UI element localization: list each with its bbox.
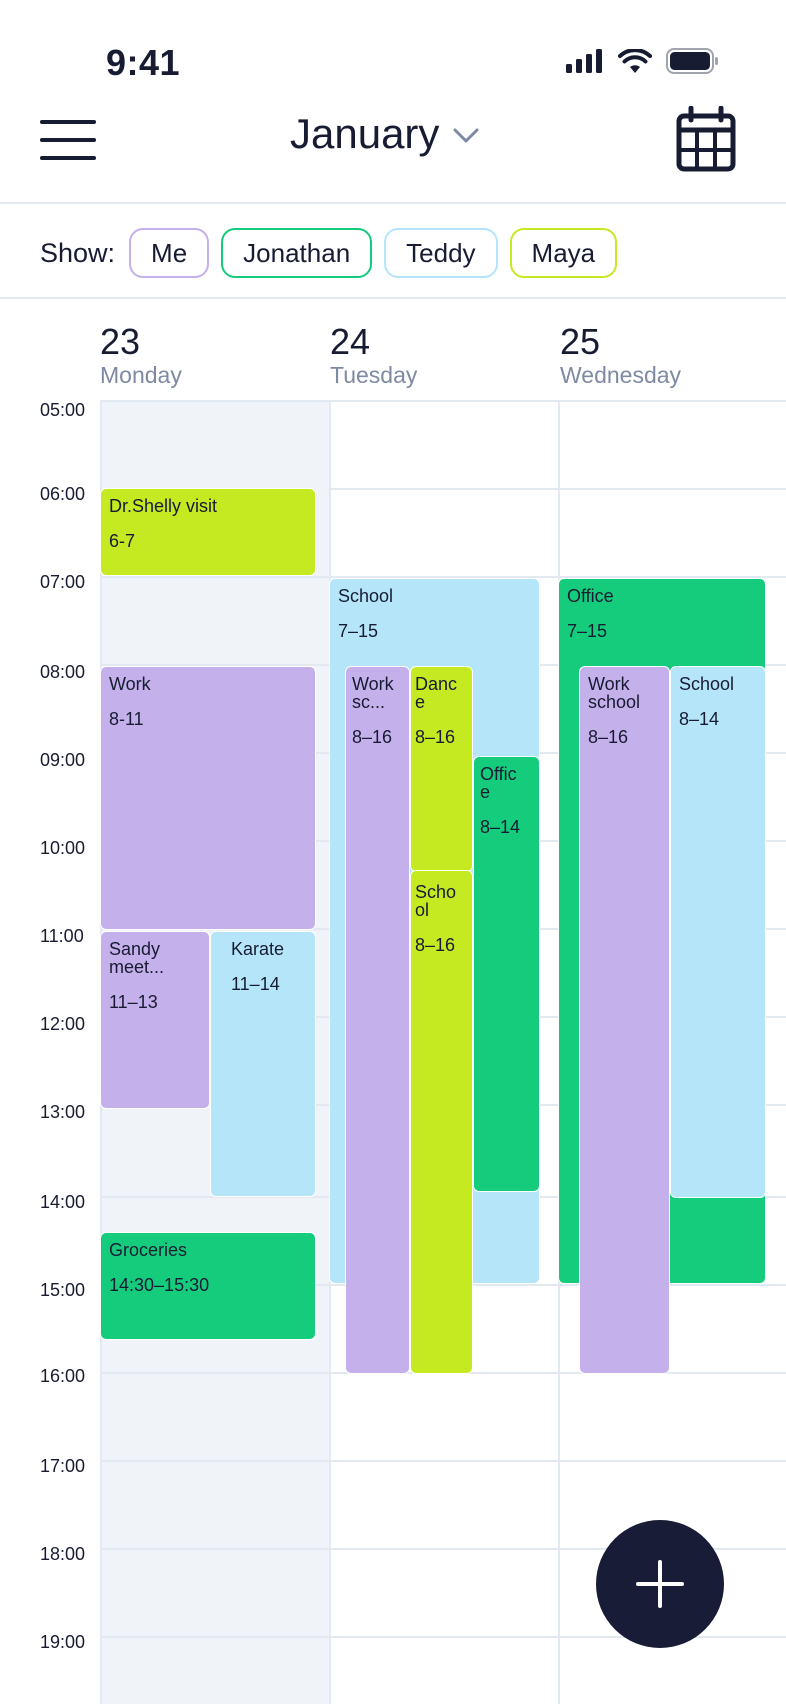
day-number: 25	[560, 321, 601, 362]
event-title: Groceries	[109, 1240, 188, 1260]
chip-label: Teddy	[406, 237, 476, 268]
event-title: Dr.Shelly visit	[109, 496, 218, 516]
hour-label: 14:00	[40, 1192, 86, 1212]
event-title: Karate	[231, 939, 285, 959]
event-time: 6-7	[109, 531, 136, 551]
event-time: 11–13	[109, 992, 158, 1012]
calendar-grid[interactable]: Dr.Shelly visit 6-7 Work 8-11 Sandy meet…	[100, 400, 786, 1704]
hour-label: 15:00	[40, 1280, 86, 1300]
hour-label: 10:00	[40, 838, 86, 858]
event-work-school-wednesday[interactable]: Work school 8–16	[579, 666, 670, 1374]
add-event-button[interactable]	[596, 1520, 724, 1648]
header-divider	[0, 202, 786, 204]
grid-hline	[100, 1460, 786, 1462]
hour-label: 18:00	[40, 1544, 86, 1564]
filter-chip-maya[interactable]: Maya	[509, 228, 618, 278]
event-time: 8–14	[480, 817, 521, 837]
hour-label: 08:00	[40, 662, 86, 682]
event-title: School	[338, 586, 394, 606]
event-title: Danc e	[415, 674, 458, 712]
calendar-icon	[676, 105, 736, 172]
chip-label: Jonathan	[243, 237, 351, 268]
event-time: 7–15	[338, 621, 379, 641]
calendar-view-button[interactable]	[676, 105, 736, 177]
event-time: 8–14	[679, 709, 720, 729]
event-title: School	[679, 674, 735, 694]
event-time: 14:30–15:30	[109, 1275, 210, 1295]
month-label: January	[290, 110, 440, 157]
day-header-tuesday[interactable]: 24 Tuesday	[330, 322, 417, 389]
filter-chip-teddy[interactable]: Teddy	[384, 228, 498, 278]
hour-label: 11:00	[40, 926, 84, 946]
hour-label: 05:00	[40, 400, 86, 420]
grid-hline	[330, 488, 786, 490]
hour-label: 07:00	[40, 572, 86, 592]
event-title: Work sc...	[352, 674, 394, 712]
event-title: Work school	[588, 674, 641, 712]
filter-label: Show:	[40, 237, 116, 268]
chip-label: Me	[151, 237, 188, 268]
event-time: 8–16	[352, 727, 393, 747]
day-number: 23	[100, 321, 141, 362]
chip-label: Maya	[531, 237, 596, 268]
event-time: 8-11	[109, 709, 144, 729]
event-office-tuesday[interactable]: Offic e 8–14	[473, 756, 540, 1192]
month-selector[interactable]: January	[290, 110, 479, 158]
day-name: Monday	[100, 362, 182, 388]
event-time: 8–16	[415, 935, 456, 955]
hour-label: 16:00	[40, 1366, 86, 1386]
day-header-wednesday[interactable]: 25 Wednesday	[560, 322, 681, 389]
event-sandy-meet[interactable]: Sandy meet... 11–13	[100, 931, 210, 1109]
event-school-wednesday[interactable]: School 8–14	[670, 666, 766, 1198]
event-time: 8–16	[588, 727, 629, 747]
filter-bar: Show: Me Jonathan Teddy Maya	[40, 228, 618, 278]
event-title: Offic e	[480, 764, 517, 802]
event-title: Scho ol	[415, 882, 457, 920]
event-karate[interactable]: Karate 11–14	[210, 931, 316, 1197]
hour-label: 09:00	[40, 750, 86, 770]
event-time: 11–14	[231, 974, 280, 994]
filter-chip-me[interactable]: Me	[129, 228, 210, 278]
plus-icon	[636, 1560, 684, 1608]
menu-button[interactable]	[40, 118, 98, 162]
hamburger-icon-line	[40, 156, 96, 160]
hour-label: 13:00	[40, 1102, 86, 1122]
event-title: Sandy meet...	[109, 939, 165, 977]
hour-label: 19:00	[40, 1632, 86, 1652]
wifi-icon	[618, 48, 652, 73]
filter-divider	[0, 297, 786, 299]
event-time: 8–16	[415, 727, 456, 747]
event-work[interactable]: Work 8-11	[100, 666, 316, 930]
battery-icon	[666, 48, 718, 74]
event-groceries[interactable]: Groceries 14:30–15:30	[100, 1232, 316, 1340]
hamburger-icon-line	[40, 120, 96, 124]
event-title: Work	[109, 674, 151, 694]
hour-label: 06:00	[40, 484, 86, 504]
event-dance[interactable]: Danc e 8–16	[410, 666, 473, 872]
event-school-maya[interactable]: Scho ol 8–16	[410, 870, 473, 1374]
hamburger-icon-line	[40, 138, 96, 142]
hour-label: 17:00	[40, 1456, 86, 1476]
hour-label: 12:00	[40, 1014, 86, 1034]
chevron-down-icon	[453, 128, 479, 143]
event-time: 7–15	[567, 621, 608, 641]
grid-hline	[100, 576, 786, 578]
status-time: 9:41	[106, 42, 181, 83]
event-work-school-tuesday[interactable]: Work sc... 8–16	[345, 666, 410, 1374]
day-number: 24	[330, 321, 371, 362]
filter-chip-jonathan[interactable]: Jonathan	[221, 228, 373, 278]
event-title: Office	[567, 586, 614, 606]
event-dr-shelly-visit[interactable]: Dr.Shelly visit 6-7	[100, 488, 316, 576]
day-name: Wednesday	[560, 362, 682, 388]
day-header-monday[interactable]: 23 Monday	[100, 322, 182, 389]
grid-hline	[100, 400, 786, 402]
day-name: Tuesday	[330, 362, 418, 388]
grid-hline	[100, 1636, 786, 1638]
grid-hline	[100, 1548, 786, 1550]
status-icons	[566, 48, 720, 74]
signal-icon	[566, 49, 602, 73]
